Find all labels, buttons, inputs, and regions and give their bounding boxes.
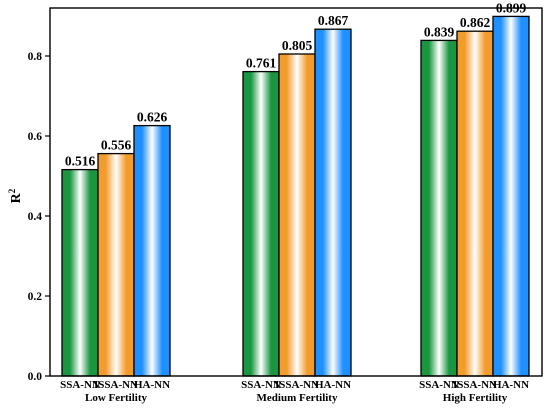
data-label: 0.556 bbox=[101, 138, 132, 153]
x-category-label: HA-NN bbox=[315, 379, 351, 391]
x-category-label: ISSA-NN bbox=[94, 379, 138, 391]
y-tick-label: 0.0 bbox=[28, 371, 43, 383]
bar-ha-nn bbox=[492, 15, 530, 377]
x-category-label: SSA-NN bbox=[241, 379, 281, 391]
bar-ha-nn bbox=[133, 124, 171, 377]
x-category-label: ISSA-NN bbox=[453, 379, 497, 391]
bar-issa-nn bbox=[97, 152, 135, 377]
y-axis: 0.0 0.2 0.4 0.6 0.8 bbox=[28, 51, 50, 383]
x-category-label: SSA-NN bbox=[419, 379, 459, 391]
bar-ssa-nn bbox=[61, 168, 99, 377]
x-category-label: ISSA-NN bbox=[275, 379, 319, 391]
data-label: 0.626 bbox=[137, 110, 168, 125]
bar-ha-nn bbox=[314, 28, 352, 377]
y-tick-label: 0.2 bbox=[28, 291, 43, 303]
bars-layer bbox=[61, 15, 530, 377]
bar-issa-nn bbox=[456, 30, 494, 377]
y-tick-label: 0.8 bbox=[28, 51, 43, 63]
x-category-label: HA-NN bbox=[493, 379, 529, 391]
x-group-label: High Fertility bbox=[443, 392, 508, 404]
y-tick-label: 0.6 bbox=[28, 131, 43, 143]
data-label: 0.516 bbox=[65, 154, 96, 169]
bar-ssa-nn bbox=[242, 70, 280, 377]
x-category-label: SSA-NN bbox=[60, 379, 100, 391]
x-group-label: Low Fertility bbox=[85, 392, 148, 404]
data-label: 0.761 bbox=[246, 56, 277, 71]
y-tick-label: 0.4 bbox=[28, 211, 43, 223]
bar-ssa-nn bbox=[420, 39, 458, 377]
data-label: 0.839 bbox=[424, 24, 455, 39]
data-label: 0.899 bbox=[496, 0, 527, 15]
x-category-label: HA-NN bbox=[134, 379, 170, 391]
data-label: 0.805 bbox=[282, 38, 313, 53]
plot-frame bbox=[49, 7, 543, 377]
y-axis-label: R2 bbox=[7, 188, 24, 203]
bar-issa-nn bbox=[278, 53, 316, 377]
data-label: 0.867 bbox=[318, 13, 349, 28]
data-label: 0.862 bbox=[460, 15, 491, 30]
x-group-label: Medium Fertility bbox=[257, 392, 338, 404]
